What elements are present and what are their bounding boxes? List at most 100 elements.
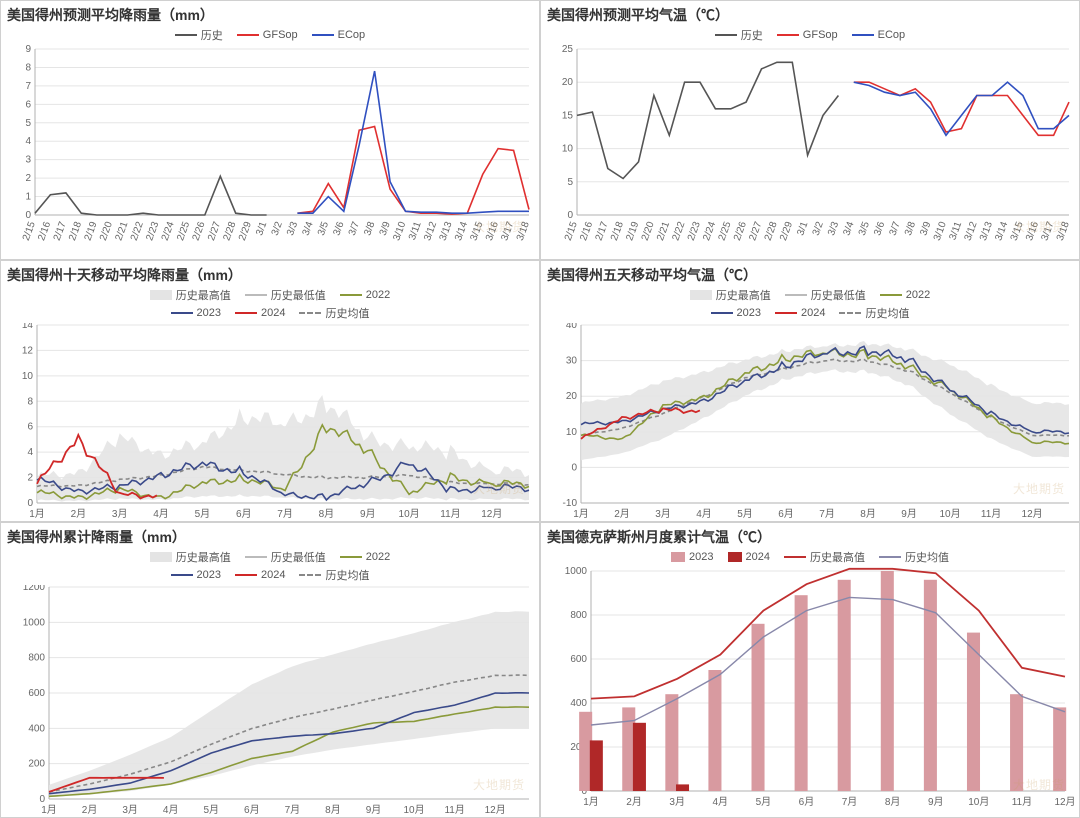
svg-text:3/5: 3/5 [316, 220, 331, 237]
chart-grid: 美国得州预测平均降雨量（mm）历史GFSopECop01234567892/15… [0, 0, 1080, 818]
svg-text:12月: 12月 [1054, 796, 1075, 808]
panel-temp-forecast: 美国得州预测平均气温（℃）历史GFSopECop05101520252/152/… [540, 0, 1080, 260]
svg-text:3/2: 3/2 [811, 220, 826, 237]
svg-text:3/3: 3/3 [826, 220, 841, 237]
chart-title: 美国得州预测平均降雨量（mm） [7, 5, 533, 25]
svg-text:8: 8 [27, 396, 33, 407]
svg-text:10: 10 [22, 371, 34, 382]
svg-text:4月: 4月 [153, 508, 169, 520]
svg-text:40: 40 [566, 323, 578, 331]
svg-text:7月: 7月 [819, 508, 835, 520]
svg-text:1月: 1月 [583, 796, 599, 808]
svg-text:4月: 4月 [696, 508, 712, 520]
svg-text:0: 0 [571, 462, 577, 473]
bar-2023 [752, 624, 765, 791]
svg-text:6: 6 [27, 422, 33, 433]
chart-svg: 01234567892/152/162/172/182/192/202/212/… [7, 45, 535, 255]
series-history [577, 62, 838, 178]
svg-text:7月: 7月 [842, 796, 858, 808]
svg-text:12: 12 [22, 345, 34, 356]
svg-text:12月: 12月 [481, 508, 502, 520]
svg-text:8月: 8月 [325, 804, 341, 816]
chart-legend: 20232024历史均值 [547, 305, 1073, 321]
bar-2023 [838, 580, 851, 791]
panel-temp-monthly-cumulative: 美国德克萨斯州月度累计气温（℃）20232024历史最高值历史均值0200400… [540, 522, 1080, 818]
svg-text:2/29: 2/29 [237, 220, 254, 242]
svg-text:6: 6 [25, 99, 31, 110]
chart-legend: 20232024历史最高值历史均值 [547, 549, 1073, 565]
svg-text:25: 25 [562, 45, 574, 55]
svg-text:3/7: 3/7 [347, 220, 362, 237]
svg-text:8月: 8月 [319, 508, 335, 520]
svg-text:800: 800 [28, 653, 45, 664]
svg-text:11月: 11月 [981, 508, 1001, 520]
chart-title: 美国得州五天移动平均气温（℃） [547, 265, 1073, 285]
series-gfsop [854, 82, 1069, 135]
chart-legend: 历史GFSopECop [7, 27, 533, 43]
svg-text:20: 20 [562, 77, 574, 88]
svg-text:2月: 2月 [82, 804, 98, 816]
svg-text:3/10: 3/10 [391, 220, 408, 242]
svg-text:3/4: 3/4 [841, 220, 856, 237]
svg-text:8月: 8月 [885, 796, 901, 808]
svg-text:1月: 1月 [573, 508, 589, 520]
svg-text:3/7: 3/7 [888, 220, 903, 237]
svg-text:7: 7 [25, 81, 31, 92]
panel-rainfall-10dma: 美国得州十天移动平均降雨量（mm） 历史最高值历史最低值2022 20232024历… [0, 260, 540, 522]
svg-text:7月: 7月 [277, 508, 293, 520]
svg-text:30: 30 [566, 356, 578, 367]
svg-text:400: 400 [28, 723, 45, 734]
svg-text:11月: 11月 [444, 804, 464, 816]
bar-2024 [676, 784, 689, 791]
svg-text:9: 9 [25, 45, 31, 55]
svg-text:5月: 5月 [195, 508, 211, 520]
svg-text:3/1: 3/1 [254, 220, 269, 237]
svg-text:6月: 6月 [799, 796, 815, 808]
svg-text:6月: 6月 [236, 508, 252, 520]
svg-text:12月: 12月 [1022, 508, 1043, 520]
chart-legend: 历史最高值历史最低值2022 [7, 287, 533, 303]
svg-text:3/1: 3/1 [795, 220, 810, 237]
svg-text:2: 2 [25, 173, 31, 184]
chart-title: 美国德克萨斯州月度累计气温（℃） [547, 527, 1073, 547]
svg-text:14: 14 [22, 323, 34, 331]
svg-text:1月: 1月 [41, 804, 57, 816]
svg-text:2月: 2月 [626, 796, 642, 808]
svg-text:0: 0 [25, 210, 31, 221]
svg-text:3/6: 3/6 [872, 220, 887, 237]
chart-legend: 20232024历史均值 [7, 567, 533, 583]
bar-2023 [708, 670, 721, 791]
svg-text:0: 0 [567, 210, 573, 221]
svg-text:1200: 1200 [23, 585, 46, 593]
svg-text:10月: 10月 [940, 508, 961, 520]
chart-title: 美国得州十天移动平均降雨量（mm） [7, 265, 533, 285]
svg-text:3/10: 3/10 [932, 220, 949, 242]
svg-text:1月: 1月 [29, 508, 45, 520]
panel-rainfall-forecast: 美国得州预测平均降雨量（mm）历史GFSopECop01234567892/15… [0, 0, 540, 260]
chart-title: 美国得州预测平均气温（℃） [547, 5, 1073, 25]
svg-text:4月: 4月 [163, 804, 179, 816]
svg-text:15: 15 [562, 110, 574, 121]
series-mean [591, 597, 1065, 725]
svg-text:1000: 1000 [23, 617, 46, 628]
svg-text:4: 4 [25, 136, 31, 147]
svg-text:5月: 5月 [756, 796, 772, 808]
svg-text:3/5: 3/5 [857, 220, 872, 237]
svg-text:10: 10 [566, 427, 578, 438]
svg-text:11月: 11月 [1012, 796, 1032, 808]
svg-text:600: 600 [28, 688, 45, 699]
svg-text:3/9: 3/9 [918, 220, 933, 237]
svg-text:8: 8 [25, 62, 31, 73]
bar-2023 [1010, 694, 1023, 791]
svg-text:9月: 9月 [901, 508, 917, 520]
svg-text:2月: 2月 [71, 508, 87, 520]
svg-text:9月: 9月 [928, 796, 944, 808]
bar-2024 [590, 740, 603, 791]
svg-text:2: 2 [27, 473, 33, 484]
chart-title: 美国得州累计降雨量（mm） [7, 527, 533, 547]
chart-svg: 020040060080010001月2月3月4月5月6月7月8月9月10月11… [547, 567, 1075, 813]
chart-legend: 历史最高值历史最低值2022 [547, 287, 1073, 303]
svg-text:600: 600 [570, 654, 587, 665]
chart-legend: 20232024历史均值 [7, 305, 533, 321]
panel-rainfall-cumulative: 美国得州累计降雨量（mm）历史最高值历史最低值202220232024历史均值0… [0, 522, 540, 818]
